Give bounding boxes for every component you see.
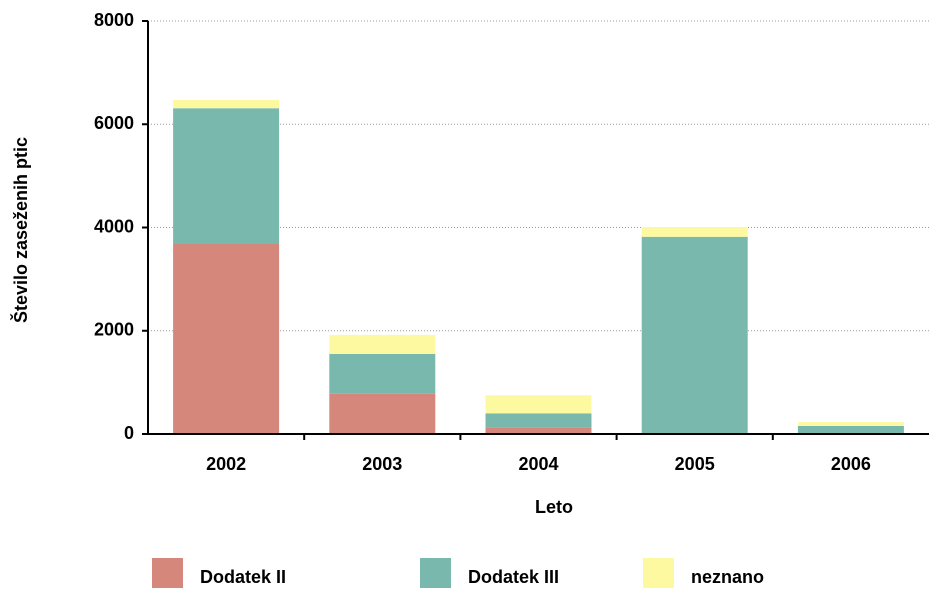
legend-label: Dodatek III xyxy=(468,567,559,587)
x-tick-label: 2002 xyxy=(206,454,246,474)
x-tick-label: 2005 xyxy=(675,454,715,474)
legend-label: neznano xyxy=(691,567,764,587)
bar-segment xyxy=(485,427,592,434)
bar-segment xyxy=(329,353,436,394)
y-tick-label: 2000 xyxy=(94,320,134,340)
y-tick-label: 8000 xyxy=(94,10,134,30)
bar-segment xyxy=(485,413,592,428)
x-tick-label: 2003 xyxy=(362,454,402,474)
bar-segment xyxy=(797,425,904,434)
legend-swatch xyxy=(152,558,183,588)
bar-segment xyxy=(329,393,436,434)
bar-segment xyxy=(329,334,436,354)
legend-swatch xyxy=(643,558,674,588)
bar-segment xyxy=(173,244,280,434)
y-tick-label: 0 xyxy=(124,423,134,443)
y-tick-label: 4000 xyxy=(94,216,134,236)
x-tick-label: 2006 xyxy=(831,454,871,474)
bar-segment xyxy=(173,108,280,245)
legend-label: Dodatek II xyxy=(200,567,286,587)
x-axis-label: Leto xyxy=(535,497,573,517)
y-tick-label: 6000 xyxy=(94,113,134,133)
legend-swatch xyxy=(420,558,451,588)
bar-segment xyxy=(641,226,748,237)
bar-segment xyxy=(797,422,904,426)
y-axis-label: Število zaseženih ptic xyxy=(10,137,31,323)
x-tick-label: 2004 xyxy=(518,454,558,474)
bar-segment xyxy=(485,395,592,414)
bar-segment xyxy=(641,236,748,434)
bar-segment xyxy=(173,99,280,109)
